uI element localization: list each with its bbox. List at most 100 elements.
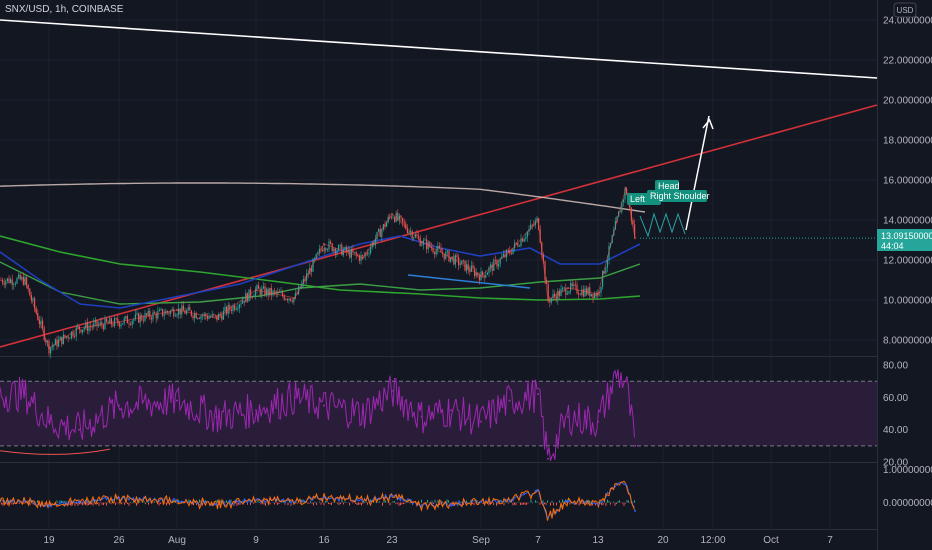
candle-body <box>394 217 396 222</box>
candle-body <box>342 250 344 256</box>
rsi-divergence-line[interactable] <box>0 448 111 455</box>
moving-average-grey <box>0 182 646 213</box>
candle-body <box>88 326 90 331</box>
price-tick-label: 20.00000000 <box>883 96 932 107</box>
candle-body <box>203 313 205 316</box>
rsi-point <box>176 399 178 402</box>
candle-body <box>453 256 455 265</box>
rsi-pane[interactable] <box>0 369 877 461</box>
macd-bar <box>629 502 631 504</box>
candle-body <box>69 338 71 339</box>
candle-body <box>202 315 204 317</box>
candle-body <box>323 248 325 252</box>
candle-body <box>416 234 418 237</box>
projection-arrow-line[interactable] <box>685 115 710 231</box>
candle-body <box>109 318 111 324</box>
macd-signal-line <box>0 480 635 521</box>
macd-bar <box>250 502 251 505</box>
candle-body <box>338 245 340 251</box>
macd-bar <box>110 502 112 505</box>
macd-bar <box>127 502 128 504</box>
macd-bar <box>427 499 428 503</box>
macd-bar <box>74 502 76 506</box>
currency-badge[interactable]: USD <box>893 2 917 18</box>
candle-body <box>472 265 474 269</box>
candle-body <box>502 254 504 257</box>
macd-bar <box>2 502 4 506</box>
macd-bar <box>91 502 92 505</box>
macd-bar <box>385 500 386 503</box>
candle-body <box>74 336 76 338</box>
candle-body <box>269 287 271 296</box>
macd-bar <box>17 502 19 504</box>
macd-bar <box>148 502 149 505</box>
candle-body <box>224 306 226 311</box>
candle-body <box>486 272 488 275</box>
macd-axis[interactable]: 1.00000000 0.00000000 <box>883 465 932 509</box>
candle-body <box>546 280 548 285</box>
candle-body <box>315 253 317 259</box>
macd-bar <box>589 500 590 503</box>
candle-body <box>27 284 29 289</box>
price-point <box>215 316 218 320</box>
rsi-axis[interactable]: 80.00 60.00 40.00 20.00 <box>883 361 908 469</box>
pattern-label-head[interactable]: Head <box>655 180 680 192</box>
white-trendline[interactable] <box>0 19 878 79</box>
macd-bar <box>341 500 343 503</box>
candle-body <box>214 314 216 316</box>
macd-bar <box>67 502 68 504</box>
neckline-trendline[interactable] <box>407 274 531 289</box>
red-trendline[interactable] <box>0 104 878 348</box>
macd-point <box>255 498 257 501</box>
rsi-tick-label: 80.00 <box>883 361 908 372</box>
macd-bar <box>158 502 160 506</box>
macd-bar <box>289 501 290 503</box>
pattern-label-right-shoulder[interactable]: Right Shoulder <box>647 190 710 202</box>
macd-bar <box>32 502 34 505</box>
candle-body <box>294 293 296 298</box>
macd-bar <box>521 502 523 505</box>
macd-point <box>420 504 423 507</box>
macd-bar <box>325 500 326 503</box>
symbol-title[interactable]: SNX/USD, 1h, COINBASE <box>5 4 124 15</box>
macd-bar <box>536 501 538 503</box>
macd-bar <box>626 500 628 503</box>
candle-body <box>19 274 21 280</box>
price-axis[interactable]: 24.00000000 22.00000000 20.00000000 18.0000… <box>883 16 932 347</box>
candle-body <box>83 327 85 330</box>
candle-body <box>136 313 138 315</box>
candle-body <box>250 289 252 297</box>
candle-body <box>184 310 186 314</box>
macd-pane[interactable] <box>0 480 637 521</box>
candle-body <box>242 300 244 304</box>
macd-bar <box>259 501 260 503</box>
candle-body <box>21 276 23 280</box>
rsi-point <box>634 444 637 447</box>
candle-body <box>349 249 351 258</box>
macd-bar <box>296 502 298 504</box>
candle-body <box>173 309 175 317</box>
macd-bar <box>461 501 463 503</box>
candle-body <box>334 248 336 254</box>
macd-bar <box>581 502 583 504</box>
time-axis[interactable]: 19 26 Aug 9 16 23 Sep 7 13 20 12:00 Oct 7 <box>43 535 833 546</box>
price-tick-label: 10.00000000 <box>883 296 932 307</box>
rsi-point <box>597 420 599 423</box>
candle-body <box>6 278 8 281</box>
projection-arrow-head[interactable] <box>702 118 714 130</box>
macd-bar <box>356 502 358 506</box>
macd-bar <box>607 499 608 503</box>
macd-bar <box>514 502 515 505</box>
projected-pattern-path[interactable] <box>639 212 686 238</box>
macd-bar <box>337 502 338 504</box>
macd-bar <box>124 502 125 505</box>
candle-body <box>176 314 178 316</box>
candle-body <box>390 216 392 218</box>
macd-bar <box>518 502 520 503</box>
candle-body <box>506 249 508 258</box>
candle-body <box>576 284 578 294</box>
macd-bar <box>340 502 341 504</box>
candle-body <box>14 283 16 285</box>
